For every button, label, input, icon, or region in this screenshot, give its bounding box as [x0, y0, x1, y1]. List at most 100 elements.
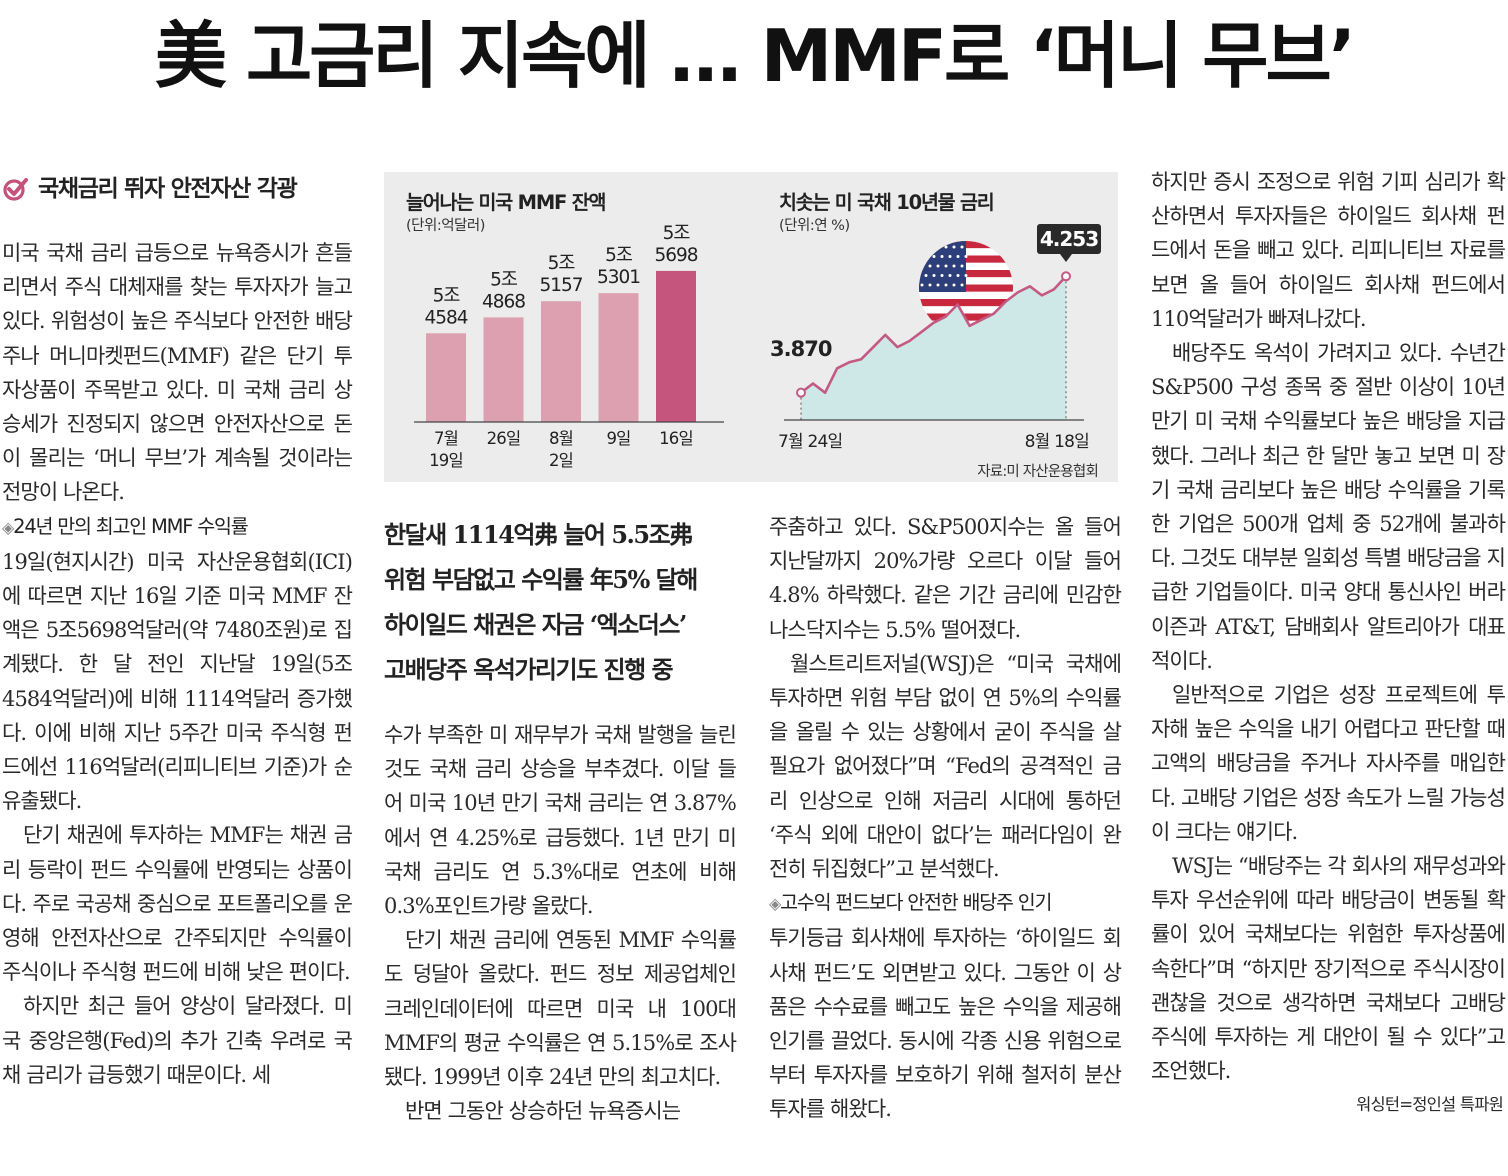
flag-star	[940, 255, 944, 258]
x-tick-label: 2일	[549, 451, 573, 470]
bar-value-label: 5698	[654, 245, 697, 266]
bar-value-label: 5조	[663, 223, 691, 244]
line-chart-unit: (단위:연 %)	[779, 218, 850, 234]
x-tick-label: 8월	[549, 429, 573, 448]
mmf-bar-chart: 5조45847월19일5조486826일5조51578월2일5조53019일5조…	[414, 223, 724, 470]
flag-star	[960, 283, 964, 287]
side-headline-text: 국채금리 뛰자 안전자산 각광	[38, 175, 298, 202]
end-value-label: 4.253	[1040, 227, 1098, 251]
flag-star	[936, 264, 940, 268]
flag-star	[924, 255, 928, 258]
check-icon	[3, 178, 28, 201]
flag-stripe	[919, 248, 1013, 256]
x-tick-label: 16일	[659, 429, 693, 448]
x-tick-label: 8월 18일	[1025, 432, 1089, 452]
side-headline: 국채금리 뛰자 안전자산 각광	[2, 172, 352, 206]
flag-star	[948, 274, 952, 277]
paragraph: 일반적으로 기업은 성장 프로젝트에 투자해 높은 수익을 내기 어렵다고 판단…	[1151, 683, 1506, 844]
paragraph: WSJ는 “배당주는 각 회사의 재무성과와 투자 우선순위에 따라 배당금이 …	[1151, 854, 1506, 1084]
paragraph: 미국 국채 금리 급등으로 뉴욕증시가 흔들리면서 주식 대체재를 찾는 투자자…	[2, 241, 353, 505]
flag-star	[940, 274, 944, 277]
paragraph: 단기 채권 금리에 연동된 MMF 수익률도 덩달아 올랐다. 펀드 정보 제공…	[384, 928, 737, 1090]
subhead-2: 위험 부담없고 수익률 年5% 달해	[384, 565, 698, 594]
column-4: 하지만 증시 조정으로 위험 기피 심리가 확산하면서 투자자들은 하이일드 회…	[1151, 165, 1506, 1114]
bar-value-label: 5301	[597, 267, 640, 288]
flag-star	[944, 264, 948, 268]
flag-stripe	[919, 299, 1013, 307]
bar-value-label: 5조	[548, 253, 576, 274]
start-point	[796, 387, 806, 398]
flag-star	[920, 264, 924, 268]
x-tick-label: 26일	[487, 429, 521, 448]
x-tick-label: 7월 24일	[778, 432, 842, 452]
flag-star	[948, 255, 952, 258]
byline: 워싱턴=정인설 특파원	[1356, 1095, 1504, 1115]
flag-star	[928, 264, 932, 268]
paragraph: 하지만 최근 들어 양상이 달라졌다. 미국 중앙은행(Fed)의 추가 긴축 …	[2, 994, 353, 1087]
bar	[483, 317, 524, 422]
paragraph: 월스트리트저널(WSJ)은 “미국 국채에 투자하면 위험 부담 없이 연 5%…	[769, 651, 1122, 882]
column-1-body: 미국 국채 금리 급등으로 뉴욕증시가 흔들리면서 주식 대체재를 찾는 투자자…	[2, 236, 353, 1092]
bar	[598, 293, 639, 422]
column-2: 수가 부족한 미 재무부가 국채 발행을 늘린 것도 국채 금리 상승을 부추겼…	[384, 718, 737, 1128]
flag-star	[932, 255, 936, 258]
flag-star	[944, 283, 948, 287]
diamond-bullet-icon: ◈	[769, 894, 781, 914]
flag-star	[964, 255, 968, 258]
section-subhead: ◈고수익 펀드보다 안전한 배당주 인기	[769, 886, 1121, 921]
bar-chart-unit: (단위:억달러)	[406, 218, 485, 234]
section-subhead-text: 24년 만의 최고인 MMF 수익률	[13, 514, 249, 538]
flag-star	[960, 245, 964, 249]
infographic: 늘어나는 미국 MMF 잔액 (단위:억달러) 5조 4584 7월 19일 5조 486…	[384, 172, 1118, 482]
subhead-1: 한달새 1114억弗 늘어 5.5조弗	[384, 520, 693, 549]
subhead-4: 고배당주 옥석가리기도 진행 중	[384, 655, 674, 684]
flag-stripe	[919, 291, 1013, 300]
end-value-badge	[1037, 224, 1101, 254]
flag-star	[956, 255, 960, 258]
flag-star	[920, 245, 924, 249]
bar-chart-title: 늘어나는 미국 MMF 잔액	[406, 191, 606, 214]
section-subhead-text: 고수익 펀드보다 안전한 배당주 인기	[780, 891, 1052, 915]
paragraph: 단기 채권에 투자하는 MMF는 채권 금리 등락이 펀드 수익률에 반영되는 …	[2, 823, 353, 985]
flag-star	[952, 264, 956, 268]
flag-star	[928, 283, 932, 287]
bar-value-label: 5조	[490, 269, 518, 290]
paragraph: 하지만 증시 조정으로 위험 기피 심리가 확산하면서 투자자들은 하이일드 회…	[1151, 170, 1506, 331]
paragraph: 반면 그동안 상승하던 뉴욕증시는	[405, 1099, 681, 1124]
start-value-label: 3.870	[770, 337, 832, 361]
flag-star	[944, 245, 948, 249]
paragraph: 수가 부족한 미 재무부가 국채 발행을 늘린 것도 국채 금리 상승을 부추겼…	[384, 723, 737, 919]
flag-star	[928, 245, 932, 249]
flag-star	[964, 274, 968, 277]
bar	[656, 270, 696, 422]
bar-value-label: 4868	[482, 291, 525, 312]
bar-value-label: 4584	[424, 307, 467, 328]
bar	[426, 333, 466, 422]
flag-star	[920, 283, 924, 287]
x-tick-label: 7월	[434, 429, 458, 448]
flag-star	[936, 245, 940, 249]
flag-star	[932, 274, 936, 277]
column-4-body: 하지만 증시 조정으로 위험 기피 심리가 확산하면서 투자자들은 하이일드 회…	[1151, 165, 1506, 1088]
flag-star	[956, 274, 960, 277]
paragraph: 19일(현지시간) 미국 자산운용협회(ICI)에 따르면 지난 16일 기준 …	[2, 549, 353, 814]
end-point	[1061, 271, 1071, 282]
bar-value-label: 5157	[539, 275, 582, 296]
area-fill	[801, 276, 1066, 420]
flag-stripe	[919, 241, 1013, 249]
bar-value-label: 5조	[433, 285, 461, 306]
paragraph: 주춤하고 있다. S&P500지수는 올 들어 지난달까지 20%가량 오르다 …	[769, 515, 1122, 642]
flag-star	[952, 245, 956, 249]
x-tick-label: 9일	[606, 429, 630, 448]
column-1: 국채금리 뛰자 안전자산 각광 미국 국채 금리 급등으로 뉴욕증시가 흔들리면…	[2, 172, 353, 1092]
x-tick-label: 19일	[429, 451, 463, 470]
subhead-3: 하이일드 채권은 자금 ‘엑소더스’	[384, 610, 687, 639]
line-chart-title: 치솟는 미 국채 10년물 금리	[779, 191, 995, 214]
flag-star	[936, 283, 940, 287]
paragraph: 투기등급 회사채에 투자하는 ‘하이일드 회사채 펀드’도 외면받고 있다. 그…	[769, 926, 1122, 1122]
flag-stripe	[919, 306, 1013, 314]
diamond-bullet-icon: ◈	[2, 517, 14, 537]
rate-line	[800, 275, 1067, 394]
end-value-badge-pointer	[1060, 254, 1072, 262]
section-subhead: ◈24년 만의 최고인 MMF 수익률	[2, 510, 352, 545]
